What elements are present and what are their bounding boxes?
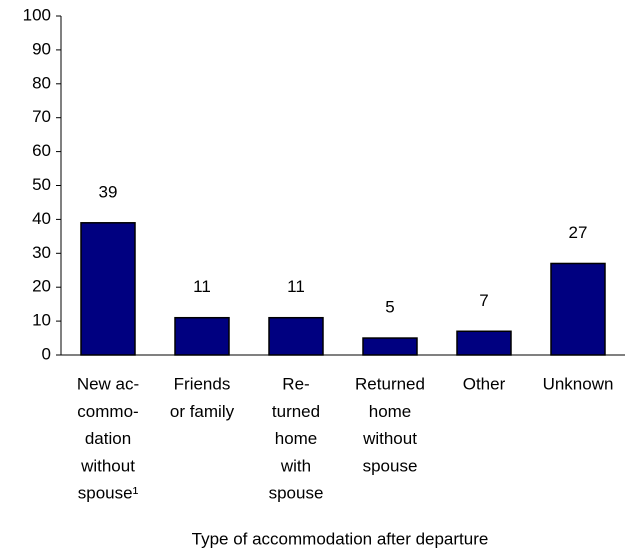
value-label: 27 [569, 223, 588, 242]
value-label: 11 [287, 277, 305, 296]
y-tick-label: 50 [32, 175, 51, 194]
bar [174, 316, 230, 356]
x-tick-label: Re- [282, 374, 309, 393]
x-tick-label: spouse [269, 484, 324, 503]
x-tick-label: Other [463, 374, 506, 393]
x-tick-label: New ac- [77, 374, 139, 393]
x-tick-label: without [362, 429, 417, 448]
bar [362, 337, 418, 356]
x-axis-title: Type of accommodation after departure [192, 529, 489, 548]
x-tick-label: home [275, 429, 318, 448]
x-tick-label: spouse [363, 456, 418, 475]
y-tick-label: 80 [32, 73, 51, 92]
bar [550, 262, 606, 356]
y-tick-label: 10 [32, 311, 51, 330]
x-tick-label: Unknown [543, 374, 614, 393]
x-tick-label: spouse¹ [78, 484, 139, 503]
x-tick-label: home [369, 402, 412, 421]
x-tick-label: commo- [77, 402, 138, 421]
y-tick-label: 100 [23, 5, 51, 24]
x-tick-label: or family [170, 402, 235, 421]
x-tick-label: Returned [355, 374, 425, 393]
y-tick-label: 0 [42, 344, 51, 363]
value-label: 11 [193, 277, 211, 296]
x-tick-label: with [280, 456, 311, 475]
x-tick-label: Friends [174, 374, 231, 393]
x-tick-label: dation [85, 429, 131, 448]
bar [80, 222, 136, 356]
y-tick-label: 30 [32, 243, 51, 262]
value-label: 7 [479, 291, 488, 310]
bar [456, 330, 512, 356]
x-tick-label: turned [272, 402, 320, 421]
y-tick-label: 90 [32, 39, 51, 58]
y-tick-label: 40 [32, 209, 51, 228]
y-tick-label: 70 [32, 107, 51, 126]
x-tick-label: without [80, 456, 135, 475]
value-label: 5 [385, 298, 394, 317]
bar [268, 316, 324, 356]
y-tick-label: 60 [32, 141, 51, 160]
y-tick-label: 20 [32, 277, 51, 296]
value-label: 39 [99, 182, 118, 201]
